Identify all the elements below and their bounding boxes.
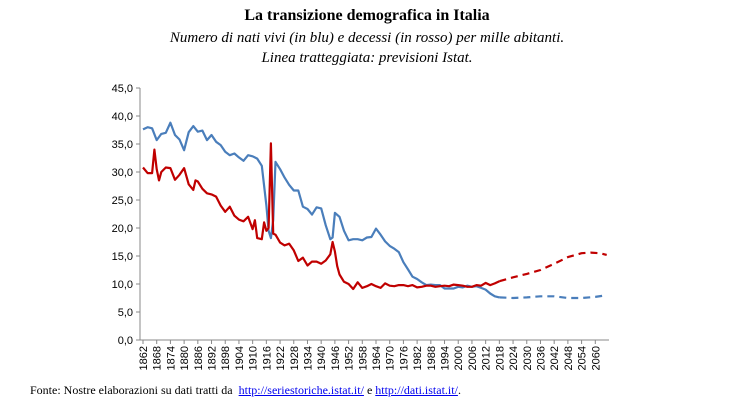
x-tick-label: 1982 — [412, 346, 424, 370]
x-tick-label: 1880 — [179, 346, 191, 370]
x-tick-label: 1970 — [385, 346, 397, 370]
series-line — [142, 142, 500, 291]
chart-subtitle: Linea tratteggiata: previsioni Istat. — [260, 50, 472, 66]
x-tick-label: 2060 — [590, 346, 602, 370]
source-joiner: e — [366, 383, 373, 397]
x-tick-label: 2012 — [481, 346, 493, 370]
source-link[interactable]: http://dati.istat.it/ — [375, 383, 458, 397]
source-note: Fonte: Nostre elaborazioni su dati tratt… — [30, 383, 461, 398]
source-prefix: Fonte: Nostre elaborazioni su dati tratt… — [30, 383, 233, 397]
x-tick-label: 1946 — [330, 346, 342, 370]
x-tick-label: 1886 — [193, 346, 205, 370]
x-tick-label: 1904 — [234, 346, 246, 370]
y-tick-label: 5,0 — [118, 307, 133, 319]
y-tick-label: 20,0 — [112, 223, 133, 235]
x-tick-label: 1994 — [440, 346, 452, 370]
x-tick-label: 2006 — [467, 346, 479, 370]
y-tick-label: 25,0 — [112, 195, 133, 207]
x-tick-label: 1934 — [302, 346, 314, 370]
chart: La transizione demografica in Italia Num… — [112, 7, 609, 370]
x-tick-label: 1862 — [138, 346, 150, 370]
x-tick-label: 2036 — [535, 346, 547, 370]
x-tick-label: 1916 — [261, 346, 273, 370]
chart-title: La transizione demografica in Italia — [244, 7, 489, 24]
x-tick-label: 1958 — [357, 346, 369, 370]
x-tick-label: 1976 — [398, 346, 410, 370]
x-tick-label: 2000 — [453, 346, 465, 370]
series-line — [499, 251, 607, 283]
y-tick-label: 35,0 — [112, 139, 133, 151]
x-tick-label: 1928 — [289, 346, 301, 370]
y-tick-label: 15,0 — [112, 251, 133, 263]
x-tick-label: 1988 — [426, 346, 438, 370]
source-suffix: . — [457, 383, 461, 397]
x-tick-label: 2054 — [577, 346, 589, 370]
x-tick-label: 1922 — [275, 346, 287, 370]
x-tick-label: 1892 — [207, 346, 219, 370]
y-tick-label: 10,0 — [112, 279, 133, 291]
x-tick-label: 1910 — [248, 346, 260, 370]
x-tick-label: 1940 — [316, 346, 328, 370]
series-line — [142, 121, 500, 299]
x-tick-label: 1952 — [344, 346, 356, 370]
x-tick-label: 1874 — [165, 346, 177, 370]
y-tick-label: 40,0 — [112, 111, 133, 123]
x-tick-label: 1868 — [152, 346, 164, 370]
x-tick-label: 2048 — [563, 346, 575, 370]
y-tick-label: 30,0 — [112, 167, 133, 179]
series-line — [499, 294, 607, 300]
x-tick-label: 1964 — [371, 346, 383, 370]
source-link[interactable]: http://seriestoriche.istat.it/ — [238, 383, 364, 397]
x-tick-label: 2024 — [508, 346, 520, 370]
x-tick-label: 2018 — [494, 346, 506, 370]
y-tick-label: 0,0 — [118, 335, 133, 347]
x-tick-label: 2030 — [522, 346, 534, 370]
chart-subtitle: Numero di nati vivi (in blu) e decessi (… — [169, 30, 564, 46]
x-tick-label: 1898 — [220, 346, 232, 370]
x-tick-label: 2042 — [549, 346, 561, 370]
y-tick-label: 45,0 — [112, 83, 133, 95]
